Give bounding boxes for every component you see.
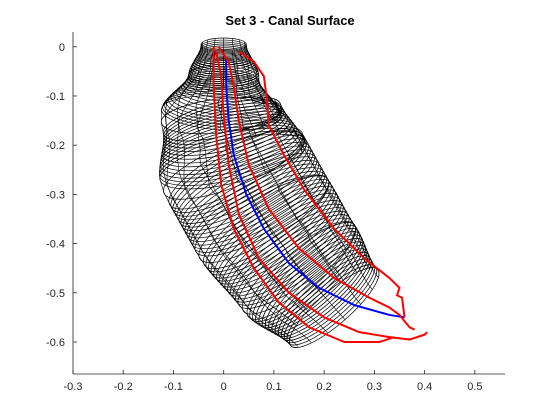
y-tick-label: -0.4 <box>46 239 65 251</box>
x-axis-ticks: -0.3 -0.2 -0.1 0 0.1 0.2 0.3 0.4 0.5 <box>64 370 483 393</box>
mesh-meridian <box>197 50 328 334</box>
x-tick-label: -0.2 <box>114 381 133 393</box>
x-tick-label: 0.4 <box>417 381 432 393</box>
mesh-meridian <box>246 44 378 271</box>
curve-series-group <box>212 46 428 344</box>
x-tick-label: -0.1 <box>164 381 183 393</box>
x-tick-label: 0.2 <box>317 381 332 393</box>
x-tick-label: 0.3 <box>367 381 382 393</box>
y-tick-label: -0.1 <box>46 91 65 103</box>
mesh-meridian <box>244 46 379 278</box>
axes-frame <box>72 32 505 375</box>
y-axis-ticks: 0 -0.1 -0.2 -0.3 -0.4 -0.5 -0.6 <box>46 42 77 349</box>
plot-area: -0.3 -0.2 -0.1 0 0.1 0.2 0.3 0.4 0.5 0-0.1-0.2-0… <box>46 32 505 393</box>
x-tick-label: 0.5 <box>467 381 482 393</box>
mesh-meridian <box>177 48 312 343</box>
series-line-0 <box>225 56 405 319</box>
mesh-meridian <box>232 50 361 305</box>
mesh-meridian <box>162 41 291 338</box>
mesh-meridian <box>239 48 373 290</box>
chart-title: Set 3 - Canal Surface <box>225 13 354 28</box>
y-tick-label: 0 <box>59 42 65 54</box>
mesh-meridian <box>232 38 342 283</box>
mesh-meridian <box>159 44 291 346</box>
y-tick-label: -0.2 <box>46 140 65 152</box>
x-tick-label: 0 <box>221 381 227 393</box>
series-line-2 <box>217 46 416 331</box>
mesh-meridian <box>239 39 358 273</box>
mesh-meridian <box>165 46 299 347</box>
mesh-meridian <box>244 41 371 269</box>
mesh-meridian <box>195 38 308 312</box>
series-line-4 <box>212 46 395 344</box>
y-tick-label: -0.5 <box>46 288 65 300</box>
mesh-meridian <box>176 39 297 326</box>
x-tick-label: -0.3 <box>64 381 83 393</box>
y-tick-label: -0.3 <box>46 189 65 201</box>
y-tick-label: -0.6 <box>46 337 65 349</box>
x-tick-label: 0.1 <box>266 381 281 393</box>
series-line-1 <box>238 50 406 318</box>
series-line-3 <box>215 51 428 341</box>
